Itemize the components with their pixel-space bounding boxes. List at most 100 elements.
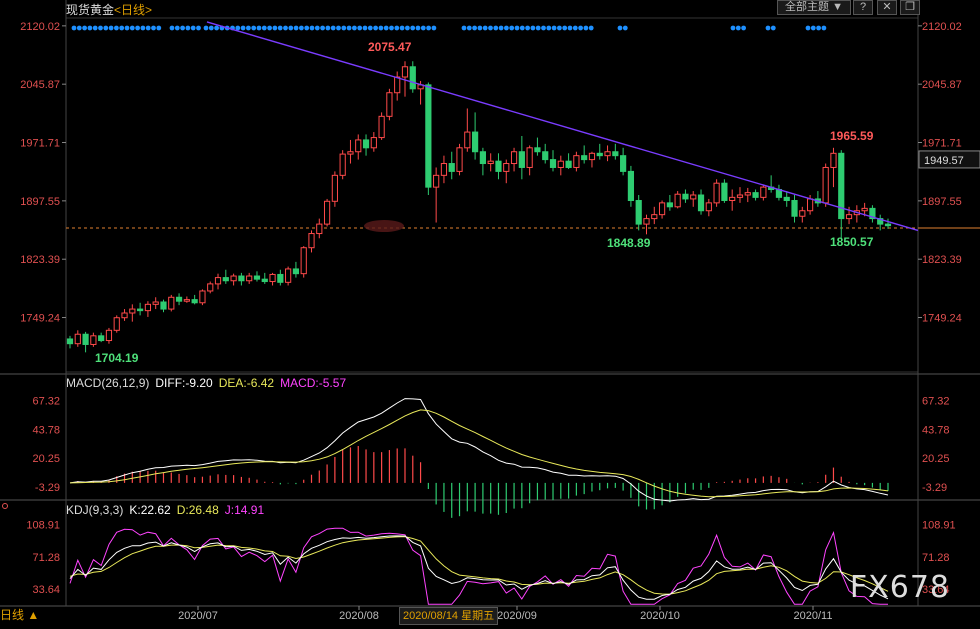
candle-body [269,273,276,283]
event-dot [461,25,467,31]
event-dot [735,25,741,31]
event-dot [288,25,294,31]
candle-body [635,200,642,225]
candle-body [285,268,292,283]
low-label-1848: 1848.89 [607,236,651,250]
candle-body [308,233,315,249]
event-dot [741,25,746,31]
highlight-ellipse [364,220,404,233]
macd-dif-line [69,398,889,502]
help-button[interactable]: ? [853,0,873,15]
event-dot [185,25,191,31]
event-dot [98,25,103,31]
kdj-tick-right: 108.91 [922,520,956,532]
macd-dea-line [69,409,889,498]
candle-body [253,275,261,280]
kdj-tick-left: 33.64 [32,584,60,596]
event-dot [821,25,827,31]
event-dot [261,25,267,31]
candle-body [690,194,697,200]
current-price-label: 1949.57 [924,155,964,167]
event-dot [320,25,325,31]
macd-value: MACD:-5.57 [280,376,347,390]
candle-body [526,147,533,168]
chart-header: 现货黄金<日线> [66,1,152,18]
candle-body [884,223,892,227]
event-dot [394,25,400,31]
candle-body [66,338,74,345]
candle-body [557,160,564,168]
event-dot [71,25,77,31]
event-dot [477,25,483,31]
period-label[interactable]: 日线 [121,3,146,17]
candle-body [90,335,97,345]
kdj-d: D:26.48 [176,503,219,517]
macd-diff: DIFF:-9.20 [155,376,213,390]
kdj-k-line [69,535,889,600]
candle-body [339,153,346,176]
candle-body [736,194,744,198]
candle-body [323,200,331,225]
event-dot [622,25,628,31]
event-dot [509,25,515,31]
candle-body [246,275,253,282]
x-tick-label: 2020/07 [178,610,218,622]
candle-body [370,137,377,149]
event-dot [525,25,530,31]
candle-body [479,151,486,165]
y-tick-label-right: 1971.71 [922,138,962,150]
event-dot [373,25,378,31]
candle-body [121,312,128,319]
macd-legend: MACD(26,12,9) DIFF:-9.20 DEA:-6.42 MACD:-5.… [66,376,352,390]
macd-tick-right: 43.78 [922,424,950,436]
candle-body [183,299,190,302]
macd-tick-right: 67.32 [922,396,950,408]
candle-body [581,155,588,161]
y-tick-label-left: 1749.24 [20,313,60,325]
candle-body [230,275,237,282]
kdj-tick-left: 108.91 [26,520,60,532]
kdj-d-line [69,536,889,595]
candle-body [394,76,401,94]
candle-body [760,186,767,198]
candle-body [799,210,806,217]
candle-body [838,152,845,220]
period-tab[interactable]: 日线 ▲ [0,608,40,622]
event-dot [103,25,109,31]
event-dot [588,25,594,31]
candle-body [503,163,510,172]
candle-body [806,198,814,212]
theme-select[interactable]: 全部主题 ▼ [777,0,851,15]
candle-body [168,296,175,310]
event-dot [426,25,431,31]
event-dot [156,25,162,31]
event-dot [535,25,541,31]
period-prev-icon[interactable]: < [114,3,122,17]
candle-body [152,301,159,305]
y-tick-label-right: 2120.02 [922,21,962,33]
low-label-1850: 1850.57 [830,235,874,249]
restore-icon[interactable]: ❐ [900,0,920,15]
event-dot [551,25,557,31]
kdj-j: J:14.91 [224,503,265,517]
candle-body [175,296,183,302]
candle-body [713,182,720,204]
period-next-icon[interactable]: > [145,3,153,17]
event-dot [325,25,331,31]
event-dot [810,25,816,31]
event-dot [180,25,186,31]
y-tick-label-left: 1971.71 [20,138,60,150]
kdj-k: K:22.62 [129,503,171,517]
event-dot [246,25,251,31]
candle-body [82,333,89,345]
event-dot [277,25,283,31]
close-icon[interactable]: ✕ [877,0,897,15]
event-dot [341,25,347,31]
candle-body [113,317,120,331]
event-dot [293,25,299,31]
macd-tick-left: 43.78 [32,424,60,436]
candle-body [588,152,596,161]
candle-body [783,196,790,202]
y-tick-label-left: 1897.55 [20,196,60,208]
